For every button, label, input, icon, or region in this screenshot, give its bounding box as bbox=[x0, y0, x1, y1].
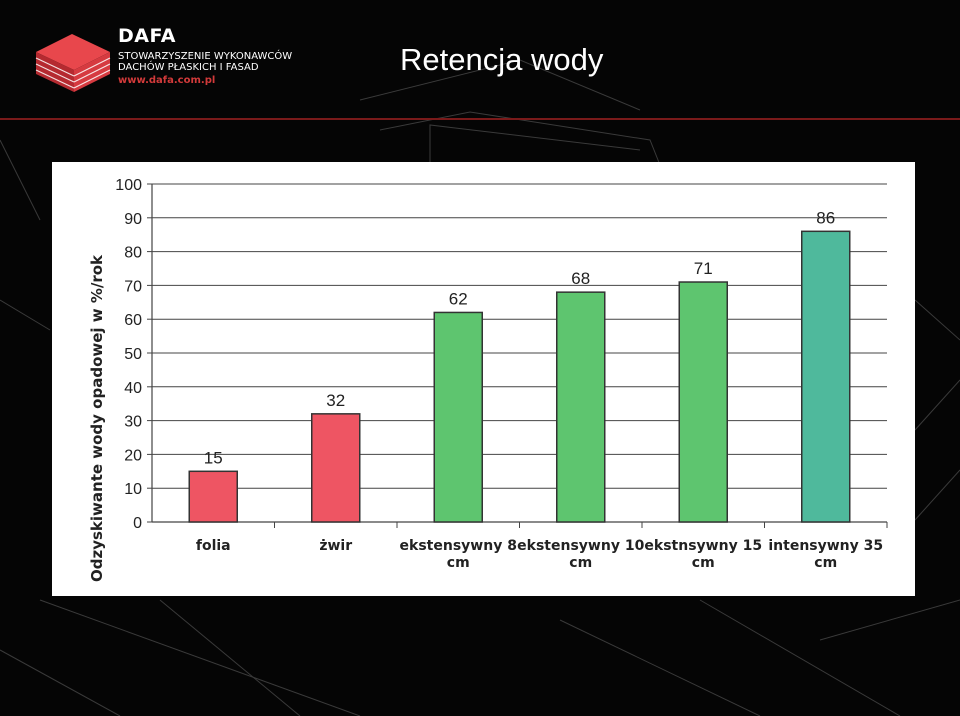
y-tick-label: 90 bbox=[124, 211, 142, 228]
bar bbox=[678, 281, 728, 523]
y-tick-label: 60 bbox=[124, 312, 142, 329]
x-category-label: ekstnsywny 15 bbox=[644, 538, 762, 554]
y-tick-label: 0 bbox=[133, 515, 142, 532]
y-tick-label: 50 bbox=[124, 346, 142, 363]
x-category-label: żwir bbox=[319, 538, 352, 554]
y-tick-label: 40 bbox=[124, 380, 142, 397]
bar-value-label: 62 bbox=[449, 289, 468, 308]
bar bbox=[556, 291, 606, 523]
logo-line-2: DACHÓW PŁASKICH I FASAD bbox=[118, 62, 259, 73]
logo-name: DAFA bbox=[118, 25, 176, 47]
dafa-logo-mark bbox=[35, 34, 111, 92]
y-tick-label: 80 bbox=[124, 245, 142, 262]
chart-panel: 0 10 20 30 40 50 60 70 80 90 100 15 folia 32 żwir 62 eks… bbox=[52, 162, 915, 596]
y-tick-label: 70 bbox=[124, 278, 142, 295]
bar-value-label: 68 bbox=[571, 269, 590, 288]
bar-value-label: 32 bbox=[326, 391, 345, 410]
y-tick-label: 20 bbox=[124, 447, 142, 464]
y-axis-label: Odzyskiwante wody opadowej w %/rok bbox=[88, 254, 106, 582]
bar bbox=[188, 470, 238, 523]
logo-url: www.dafa.com.pl bbox=[118, 75, 216, 86]
x-category-label: cm bbox=[447, 555, 470, 571]
dafa-logo[interactable]: DAFA STOWARZYSZENIE WYKONAWCÓW DACHÓW PŁ… bbox=[32, 22, 292, 94]
bar-value-label: 86 bbox=[816, 208, 835, 227]
bar bbox=[433, 311, 483, 523]
y-tick-label: 30 bbox=[124, 414, 142, 431]
y-tick-label: 100 bbox=[115, 177, 142, 194]
logo-line-1: STOWARZYSZENIE WYKONAWCÓW bbox=[118, 51, 293, 62]
x-category-label: intensywny 35 bbox=[768, 538, 883, 554]
header-divider bbox=[0, 118, 960, 120]
x-category-label: cm bbox=[692, 555, 715, 571]
x-category-label: folia bbox=[196, 538, 231, 554]
x-category-label: ekstensywny 8 bbox=[400, 538, 517, 554]
bar-value-label: 15 bbox=[204, 448, 223, 467]
x-category-label: ekstensywny 10 bbox=[517, 538, 644, 554]
bar-chart: 0 10 20 30 40 50 60 70 80 90 100 15 folia 32 żwir 62 eks… bbox=[115, 177, 888, 571]
x-category-label: cm bbox=[569, 555, 592, 571]
bar-value-label: 71 bbox=[694, 259, 713, 278]
bar bbox=[311, 413, 361, 523]
bar bbox=[801, 230, 851, 523]
page-title: Retencja wody bbox=[400, 42, 604, 77]
x-category-label: cm bbox=[814, 555, 837, 571]
y-tick-label: 10 bbox=[124, 481, 142, 498]
